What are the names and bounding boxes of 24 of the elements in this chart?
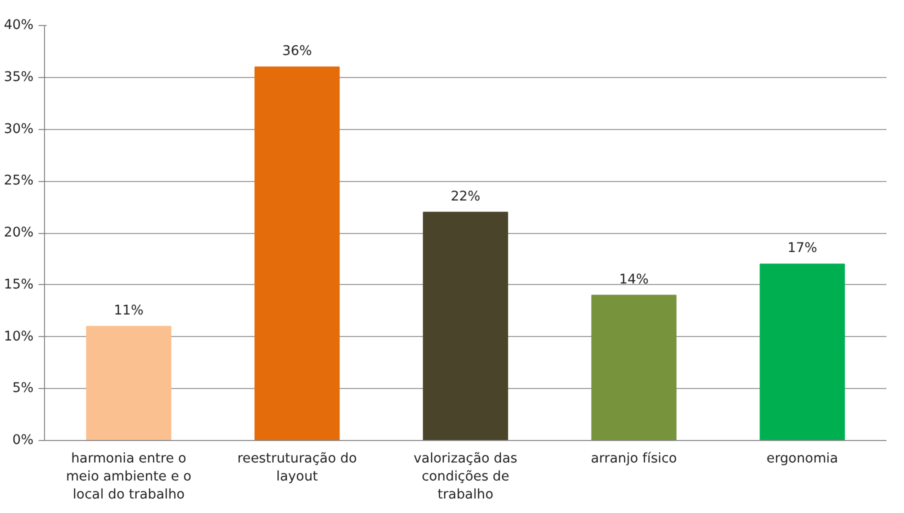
bar <box>760 264 845 440</box>
x-tick-label: ergonomia <box>766 452 838 466</box>
y-tick-label: 20% <box>4 226 34 240</box>
x-tick-label: reestruturação do layout <box>237 452 357 484</box>
y-tick-label: 35% <box>4 70 34 85</box>
y-tick-label: 40% <box>4 18 34 33</box>
bar <box>591 294 676 440</box>
data-label: 11% <box>114 303 144 318</box>
x-tick-label: harmonia entre o meio ambiente e o local do trabalho <box>66 452 192 502</box>
data-label: 17% <box>787 241 818 256</box>
y-tick-label: 30% <box>4 122 34 137</box>
bar <box>422 212 508 440</box>
data-label: 14% <box>619 272 649 288</box>
y-tick-label: 10% <box>4 329 34 344</box>
y-tick-label: 15% <box>4 277 34 292</box>
y-tick-label: 5% <box>12 381 34 396</box>
bar <box>86 326 172 440</box>
x-tick-label: valorização das condições de trabalho <box>414 452 518 502</box>
y-tick-label: 0% <box>12 433 34 448</box>
data-label: 22% <box>450 189 480 204</box>
bar <box>254 66 340 440</box>
y-tick-label: 25% <box>4 174 34 189</box>
x-tick-label: arranjo físico <box>590 452 677 466</box>
data-label: 36% <box>282 44 312 59</box>
